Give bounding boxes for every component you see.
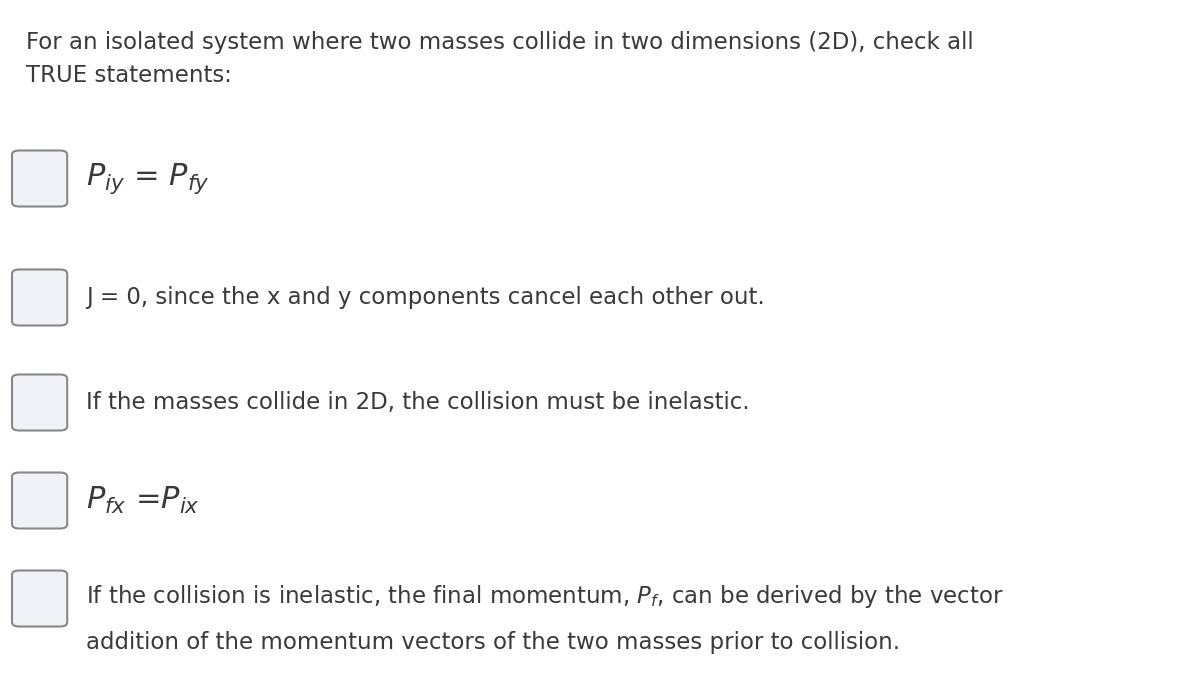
FancyBboxPatch shape xyxy=(12,270,67,326)
FancyBboxPatch shape xyxy=(12,374,67,430)
FancyBboxPatch shape xyxy=(12,150,67,206)
FancyBboxPatch shape xyxy=(12,570,67,626)
Text: $P_{fx}$ =$P_{ix}$: $P_{fx}$ =$P_{ix}$ xyxy=(86,485,200,516)
Text: $P_{iy}$ = $P_{fy}$: $P_{iy}$ = $P_{fy}$ xyxy=(86,161,210,196)
Text: If the collision is inelastic, the final momentum, $P_f$, can be derived by the : If the collision is inelastic, the final… xyxy=(86,583,1004,610)
Text: If the masses collide in 2D, the collision must be inelastic.: If the masses collide in 2D, the collisi… xyxy=(86,391,750,414)
Text: J = 0, since the x and y components cancel each other out.: J = 0, since the x and y components canc… xyxy=(86,286,766,309)
Text: addition of the momentum vectors of the two masses prior to collision.: addition of the momentum vectors of the … xyxy=(86,631,900,654)
FancyBboxPatch shape xyxy=(12,473,67,528)
Text: For an isolated system where two masses collide in two dimensions (2D), check al: For an isolated system where two masses … xyxy=(26,32,974,87)
